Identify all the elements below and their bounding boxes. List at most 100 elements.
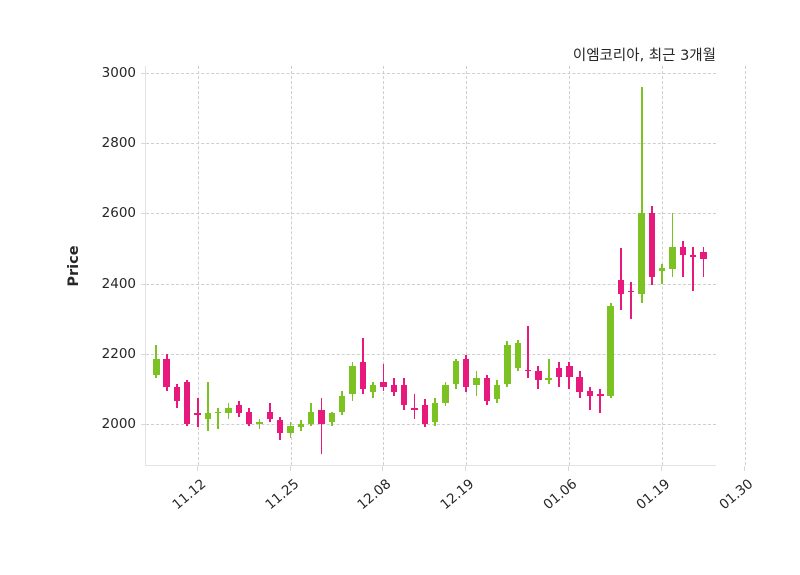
candlestick-wick bbox=[702, 246, 705, 277]
x-tick-label: 12.08 bbox=[354, 476, 395, 514]
candlestick-body bbox=[483, 378, 490, 402]
candlestick-wick bbox=[320, 397, 323, 454]
y-tick-mark bbox=[141, 283, 145, 285]
chart-title: 이엠코리아, 최근 3개월 bbox=[572, 48, 716, 64]
y-tick-label: 2000 bbox=[101, 415, 136, 432]
candlestick bbox=[153, 66, 160, 466]
candlestick-body bbox=[380, 381, 387, 388]
candlestick bbox=[308, 66, 315, 466]
candlestick bbox=[555, 66, 563, 466]
candlestick-wick bbox=[671, 213, 674, 277]
candlestick bbox=[421, 66, 428, 466]
gridline-vertical bbox=[197, 66, 199, 465]
x-tick-mark bbox=[465, 466, 467, 471]
x-tick-label: 12.19 bbox=[437, 476, 478, 514]
candlestick-wick bbox=[217, 408, 220, 430]
candlestick-body bbox=[617, 280, 625, 295]
x-tick-label: 01.06 bbox=[540, 476, 581, 514]
candlestick-body bbox=[266, 411, 274, 419]
y-tick-label: 2400 bbox=[101, 275, 136, 292]
candlestick-body bbox=[452, 360, 459, 384]
candlestick-wick bbox=[620, 248, 622, 310]
candlestick bbox=[338, 66, 346, 466]
candlestick bbox=[628, 66, 635, 466]
candlestick-body bbox=[473, 378, 480, 386]
candlestick bbox=[431, 66, 439, 466]
candlestick bbox=[545, 66, 552, 466]
candlestick bbox=[400, 66, 408, 466]
candlestick-body bbox=[545, 378, 552, 381]
candlestick-body bbox=[225, 408, 232, 414]
candlestick bbox=[328, 66, 336, 466]
x-tick-mark bbox=[289, 466, 291, 471]
candlestick-body bbox=[690, 255, 697, 258]
candlestick-body bbox=[246, 411, 253, 424]
candlestick-body bbox=[462, 358, 470, 388]
candlestick bbox=[607, 66, 614, 466]
candlestick bbox=[380, 66, 387, 466]
candlestick-wick bbox=[413, 394, 416, 419]
candlestick-wick bbox=[599, 388, 602, 414]
candlestick-body bbox=[493, 385, 501, 400]
gridline-horizontal bbox=[146, 283, 716, 285]
y-tick-label: 2800 bbox=[101, 135, 136, 152]
candlestick-body bbox=[700, 251, 707, 259]
candlestick bbox=[184, 66, 191, 466]
candlestick bbox=[493, 66, 501, 466]
x-tick-mark bbox=[382, 466, 384, 471]
candlestick-body bbox=[349, 366, 356, 395]
candlestick-body bbox=[421, 404, 428, 424]
x-tick-mark bbox=[196, 466, 198, 471]
candlestick-body bbox=[287, 425, 294, 433]
candlestick-body bbox=[524, 369, 532, 372]
candlestick-wick bbox=[258, 418, 261, 430]
x-tick-mark bbox=[743, 466, 745, 471]
plot-area bbox=[145, 66, 746, 466]
x-tick-label: 01.19 bbox=[633, 476, 674, 514]
x-tick-label: 11.12 bbox=[169, 476, 209, 514]
candlestick bbox=[535, 66, 542, 466]
candlestick-body bbox=[535, 371, 542, 381]
candlestick bbox=[524, 66, 532, 466]
gridline-horizontal bbox=[146, 353, 716, 355]
candlestick-body bbox=[514, 343, 521, 368]
candlestick-body bbox=[411, 408, 418, 410]
candlestick-body bbox=[338, 395, 346, 412]
candlestick-body bbox=[628, 290, 635, 293]
candlestick-body bbox=[235, 404, 243, 414]
y-tick-mark bbox=[141, 73, 145, 75]
candlestick-wick bbox=[547, 358, 550, 384]
candlestick bbox=[648, 66, 656, 466]
candlestick bbox=[194, 66, 201, 466]
candlestick bbox=[669, 66, 676, 466]
y-tick-label: 2600 bbox=[101, 205, 136, 222]
candlestick-body bbox=[669, 246, 676, 270]
candlestick-body bbox=[308, 411, 315, 424]
candlestick bbox=[318, 66, 325, 466]
gridline-vertical bbox=[383, 66, 385, 465]
candlestick-body bbox=[369, 385, 377, 393]
candlestick-body bbox=[359, 362, 367, 389]
candlestick bbox=[659, 66, 666, 466]
candlestick-body bbox=[586, 390, 594, 396]
gridline-horizontal bbox=[146, 423, 716, 425]
candlestick bbox=[163, 66, 170, 466]
candlestick bbox=[173, 66, 181, 466]
candlestick-body bbox=[390, 385, 397, 393]
candlestick-wick bbox=[661, 264, 664, 284]
gridline-vertical bbox=[744, 66, 746, 465]
candlestick bbox=[514, 66, 521, 466]
candlestick bbox=[359, 66, 367, 466]
candlestick-wick bbox=[207, 381, 209, 431]
candlestick bbox=[473, 66, 480, 466]
x-tick-label: 11.25 bbox=[261, 476, 302, 514]
gridline-horizontal bbox=[146, 213, 716, 215]
y-tick-label: 2200 bbox=[101, 345, 136, 362]
candlestick-wick bbox=[527, 325, 529, 379]
candlestick-body bbox=[153, 358, 160, 375]
gridline-horizontal bbox=[146, 73, 716, 75]
candlestick-wick bbox=[196, 397, 199, 428]
candlestick-wick bbox=[589, 387, 591, 410]
candlestick bbox=[277, 66, 284, 466]
